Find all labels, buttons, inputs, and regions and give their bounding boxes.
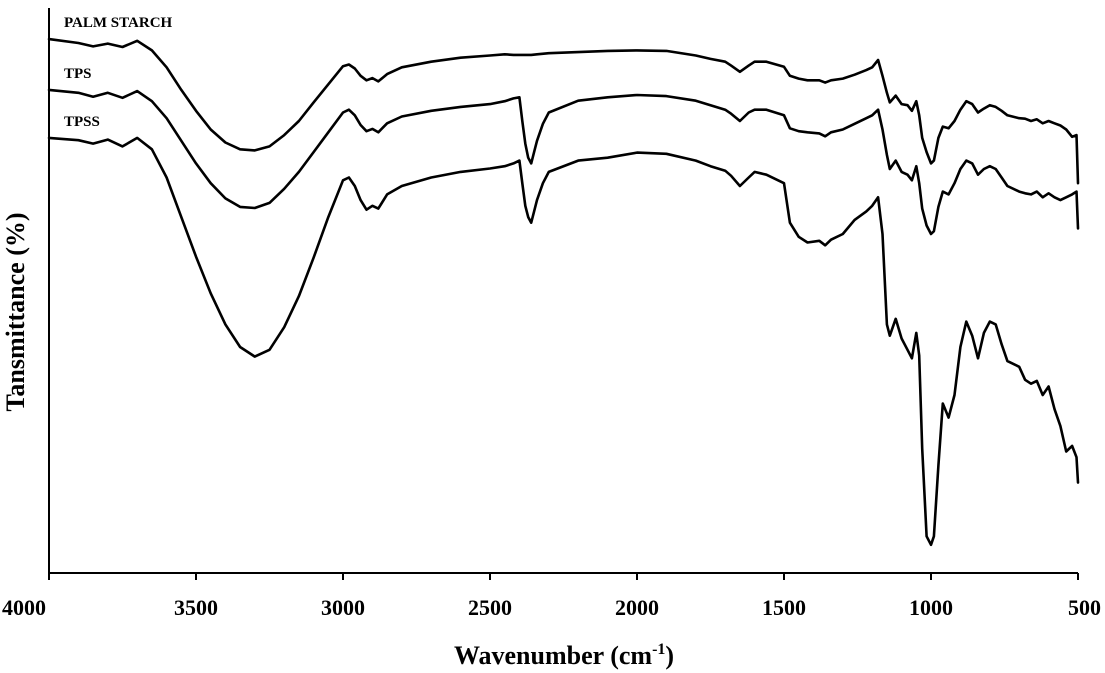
x-tick-label: 1000 <box>909 595 953 620</box>
series-lines <box>47 37 1080 547</box>
series-line-tps <box>47 88 1080 236</box>
plot-area: 4000 3500 3000 2500 2000 1500 1000 500 PALM STA… <box>2 8 1101 620</box>
series-label-palm-starch: PALM STARCH <box>64 15 173 31</box>
x-tick-label: 3500 <box>174 595 218 620</box>
x-tick-label: 2000 <box>615 595 659 620</box>
y-axis-title: Tansmittance (%) <box>1 212 30 411</box>
series-labels: PALM STARCH TPS TPSS <box>64 15 173 130</box>
x-tick-label: 3000 <box>321 595 365 620</box>
x-tick-label: 4000 <box>2 595 46 620</box>
x-ticks: 4000 3500 3000 2500 2000 1500 1000 500 <box>2 573 1101 620</box>
series-line-tpss <box>47 136 1080 547</box>
x-tick-label: 1500 <box>762 595 806 620</box>
series-line-palm-starch <box>47 37 1080 185</box>
x-tick-label: 2500 <box>468 595 512 620</box>
x-axis-title: Wavenumber (cm-1) <box>454 641 674 670</box>
x-tick-label: 500 <box>1068 595 1101 620</box>
series-label-tpss: TPSS <box>64 114 100 130</box>
series-label-tps: TPS <box>64 66 92 82</box>
